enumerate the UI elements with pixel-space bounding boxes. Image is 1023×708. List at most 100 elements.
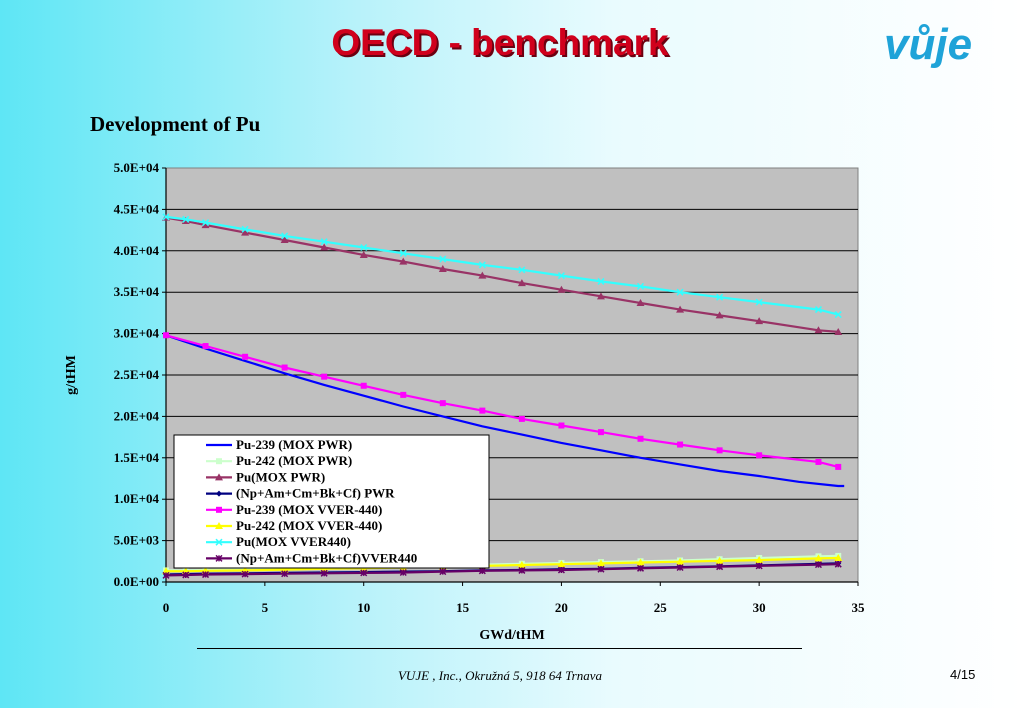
series-point-7 — [478, 261, 486, 269]
series-point-7 — [439, 255, 447, 263]
series-point-8 — [439, 568, 447, 576]
legend-entry: (Np+Am+Cm+Bk+Cf)VVER440 — [236, 550, 417, 565]
series-point-8 — [281, 570, 289, 578]
series-point-8 — [716, 563, 724, 571]
x-tick-label: 15 — [456, 600, 470, 615]
vuje-logo: vůje — [884, 20, 973, 69]
series-point-3 — [834, 327, 843, 335]
x-tick-label: 0 — [163, 600, 170, 615]
series-point-5 — [242, 353, 249, 360]
series-point-6 — [715, 556, 724, 564]
series-point-5 — [756, 452, 763, 459]
series-point-8 — [814, 561, 822, 569]
footer-divider — [197, 648, 802, 649]
series-point-7 — [162, 213, 170, 221]
series-point-8 — [755, 562, 763, 570]
series-point-5 — [558, 422, 565, 429]
y-tick-label: 1.0E+04 — [114, 491, 160, 506]
series-point-3 — [676, 305, 685, 313]
series-point-5 — [321, 373, 328, 380]
series-point-7 — [182, 215, 190, 223]
x-tick-label: 30 — [753, 600, 766, 615]
x-tick-label: 35 — [852, 600, 866, 615]
series-point-8 — [478, 567, 486, 575]
series-point-6 — [596, 559, 605, 567]
series-point-5 — [479, 407, 486, 414]
legend-marker — [216, 458, 222, 465]
x-tick-label: 20 — [555, 600, 568, 615]
page-number: 4/15 — [950, 667, 976, 682]
series-point-3 — [814, 326, 823, 334]
legend-marker — [215, 473, 223, 481]
series-point-3 — [359, 250, 368, 258]
series-point-5 — [360, 382, 367, 389]
series-point-8 — [241, 570, 249, 578]
legend-entry: Pu-242 (MOX PWR) — [236, 453, 352, 468]
series-point-7 — [518, 266, 526, 274]
series-point-6 — [834, 553, 843, 561]
series-point-8 — [320, 569, 328, 577]
series-point-5 — [835, 463, 842, 470]
y-tick-label: 3.0E+04 — [114, 326, 160, 341]
y-tick-label: 5.0E+04 — [114, 160, 160, 175]
series-point-7 — [716, 293, 724, 301]
series-point-8 — [360, 569, 368, 577]
x-tick-label: 10 — [357, 600, 370, 615]
legend-entry: Pu(MOX PWR) — [236, 469, 325, 484]
series-point-6 — [755, 556, 764, 564]
series-point-3 — [241, 228, 250, 236]
series-point-3 — [438, 265, 447, 273]
series-point-3 — [636, 298, 645, 306]
series-point-7 — [202, 219, 210, 227]
x-axis-label: GWd/tHM — [479, 628, 544, 643]
series-point-7 — [320, 238, 328, 246]
series-point-7 — [399, 249, 407, 257]
y-tick-label: 3.5E+04 — [114, 284, 160, 299]
series-point-3 — [280, 236, 289, 244]
y-axis-label: g/tHM — [64, 355, 79, 395]
series-point-7 — [241, 225, 249, 233]
legend-entry: (Np+Am+Cm+Bk+Cf) PWR — [236, 486, 395, 501]
y-tick-label: 5.0E+03 — [114, 533, 160, 548]
legend-entry: Pu-239 (MOX VVER-440) — [236, 502, 382, 517]
legend-marker — [215, 538, 223, 546]
series-point-7 — [636, 282, 645, 290]
series-point-3 — [755, 317, 764, 325]
legend-box — [173, 434, 490, 569]
series-point-7 — [834, 311, 842, 319]
legend-entry: Pu-242 (MOX VVER-440) — [236, 518, 382, 533]
legend-entry: Pu(MOX VVER440) — [236, 534, 351, 549]
y-tick-label: 1.5E+04 — [114, 450, 160, 465]
series-point-8 — [834, 560, 842, 568]
legend-marker — [215, 522, 223, 529]
legend-marker — [216, 506, 222, 513]
series-point-5 — [716, 447, 723, 454]
series-line-5 — [165, 334, 839, 468]
series-point-5 — [597, 429, 604, 436]
series-point-3 — [201, 221, 210, 229]
x-tick-label: 5 — [262, 600, 269, 615]
series-point-5 — [677, 441, 684, 448]
series-point-8 — [518, 566, 526, 574]
series-point-8 — [182, 571, 190, 579]
series-point-3 — [517, 279, 526, 287]
y-tick-label: 2.5E+04 — [114, 367, 160, 382]
y-tick-label: 4.5E+04 — [114, 201, 160, 216]
series-point-8 — [676, 563, 684, 572]
series-point-5 — [163, 332, 169, 339]
series-point-5 — [815, 458, 822, 465]
y-tick-label: 4.0E+04 — [114, 243, 160, 258]
series-point-7 — [814, 306, 822, 314]
y-tick-label: 2.0E+04 — [114, 408, 160, 423]
series-point-3 — [715, 311, 724, 319]
footer-address: VUJE , Inc., Okružná 5, 918 64 Trnava — [397, 668, 602, 683]
series-point-7 — [755, 298, 763, 306]
series-point-8 — [597, 565, 605, 573]
series-point-3 — [596, 292, 605, 300]
series-point-5 — [637, 435, 644, 442]
series-point-3 — [478, 271, 487, 279]
series-point-7 — [360, 243, 368, 252]
series-point-8 — [399, 568, 407, 577]
series-point-7 — [597, 277, 605, 285]
